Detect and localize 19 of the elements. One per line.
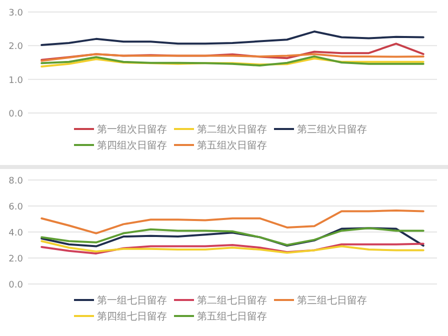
legend-label: 第五组七日留存 (197, 310, 267, 322)
legend-label: 第二组七日留存 (197, 294, 267, 306)
legend-label: 第五组次日留存 (197, 140, 267, 152)
legend-label: 第一组次日留存 (97, 124, 167, 136)
y-tick-label: 0.0 (8, 280, 24, 290)
y-tick-label: 6.0 (8, 202, 24, 212)
y-tick-label: 0.0 (8, 110, 24, 120)
legend-label: 第三组七日留存 (297, 294, 367, 306)
legend-label: 第四组次日留存 (97, 140, 167, 152)
y-tick-label: 3.0 (8, 8, 24, 18)
y-tick-label: 1.0 (8, 76, 24, 86)
legend-label: 第二组次日留存 (197, 124, 267, 136)
legend-label: 第一组七日留存 (97, 294, 167, 306)
y-tick-label: 2.0 (8, 42, 24, 52)
legend-label: 第四组七日留存 (97, 310, 167, 322)
y-tick-label: 2.0 (8, 254, 24, 264)
y-tick-label: 4.0 (8, 228, 24, 238)
y-tick-label: 8.0 (8, 176, 24, 186)
legend-label: 第三组次日留存 (297, 124, 367, 136)
